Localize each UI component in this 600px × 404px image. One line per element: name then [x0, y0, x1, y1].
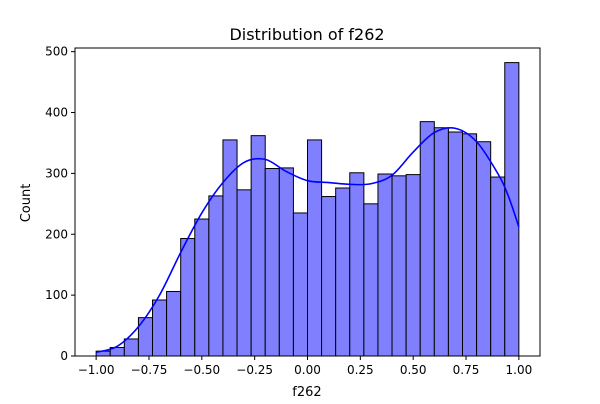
histogram-bar	[166, 290, 182, 357]
x-tick-label: 0.50	[400, 363, 427, 377]
x-tick-label: 0.25	[347, 363, 374, 377]
histogram-bar	[490, 176, 506, 357]
x-tick-label: −0.75	[131, 363, 168, 377]
histogram-bar	[405, 174, 421, 357]
y-axis-label: Count	[19, 184, 34, 223]
histogram-bar	[461, 133, 478, 357]
histogram-bar	[349, 172, 365, 357]
histogram-bar	[419, 121, 435, 357]
histogram-bar	[321, 196, 337, 357]
y-tick-label: 500	[45, 45, 68, 59]
histogram-bar	[307, 139, 323, 357]
y-tick-label: 0	[60, 349, 68, 363]
x-tick-label: −1.00	[78, 363, 115, 377]
kde-line	[95, 127, 520, 354]
histogram-bar	[377, 173, 393, 357]
histogram-bar	[250, 135, 266, 357]
histogram-bar	[208, 195, 224, 357]
x-tick-label: −0.25	[236, 363, 273, 377]
bars-group	[95, 62, 520, 357]
x-axis-label: f262	[292, 385, 321, 400]
histogram-bar	[264, 168, 280, 357]
histogram-bar	[278, 167, 294, 357]
histogram-bar	[391, 175, 407, 357]
histogram-bar	[123, 338, 139, 357]
y-tick-label: 300	[45, 166, 68, 180]
y-tick-label: 100	[45, 288, 68, 302]
axes-group: −1.00 −0.75 −0.50 −0.25 0.00 0.25 0.50 0.75 1.00…	[45, 45, 541, 377]
histogram-bar	[433, 127, 449, 357]
histogram-bar	[194, 218, 210, 357]
histogram-bar	[222, 139, 238, 357]
y-tick-label: 400	[45, 106, 68, 120]
x-tick-label: −0.50	[183, 363, 220, 377]
x-tick-label: 0.00	[294, 363, 321, 377]
histogram-bar	[180, 238, 196, 357]
histogram-bar	[236, 189, 252, 357]
kde-group	[95, 127, 520, 354]
y-tick-label: 200	[45, 227, 68, 241]
x-tick-label: 1.00	[506, 363, 533, 377]
x-tick-label: 0.75	[453, 363, 480, 377]
histogram-bar	[447, 131, 463, 357]
histogram-bar	[504, 62, 520, 357]
chart-title: Distribution of f262	[229, 25, 384, 44]
histogram-bar	[335, 187, 351, 357]
histogram-bar	[152, 299, 168, 357]
histogram-bar	[476, 141, 492, 357]
histogram-bar	[292, 212, 308, 357]
histogram-bar	[363, 203, 379, 357]
